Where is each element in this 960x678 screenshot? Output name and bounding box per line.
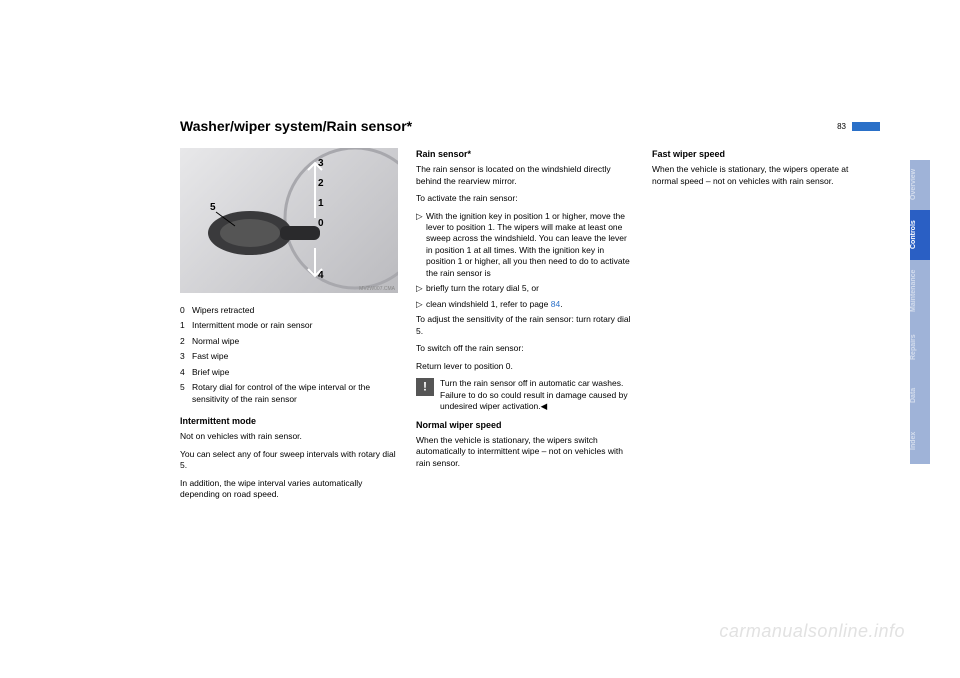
watermark: carmanualsonline.info: [719, 621, 905, 642]
paragraph: To adjust the sensitivity of the rain se…: [416, 314, 634, 337]
paragraph: Not on vehicles with rain sensor.: [180, 431, 398, 442]
page-content: Washer/wiper system/Rain sensor* 83 3: [180, 118, 880, 507]
legend-item: 2Normal wipe: [180, 336, 398, 347]
list-item: ▷With the ignition key in position 1 or …: [416, 211, 634, 280]
page-number: 83: [837, 122, 846, 131]
legend-list: 0Wipers retracted 1Intermittent mode or …: [180, 305, 398, 405]
warning-text: Turn the rain sensor off in automatic ca…: [440, 378, 634, 412]
warning-icon: [416, 378, 434, 396]
legend-item: 5Rotary dial for control of the wipe int…: [180, 382, 398, 405]
paragraph: To switch off the rain sensor:: [416, 343, 634, 354]
legend-item: 3Fast wipe: [180, 351, 398, 362]
tab-controls[interactable]: Controls: [910, 210, 930, 260]
column-3: Fast wiper speed When the vehicle is sta…: [652, 148, 870, 507]
legend-item: 4Brief wipe: [180, 367, 398, 378]
svg-text:2: 2: [318, 178, 324, 189]
tab-data[interactable]: Data: [910, 372, 930, 418]
list-item: ▷clean windshield 1, refer to page 84.: [416, 299, 634, 310]
page-title: Washer/wiper system/Rain sensor*: [180, 118, 837, 134]
figure-code: MV2W007.CMA: [359, 286, 396, 292]
legend-item: 1Intermittent mode or rain sensor: [180, 320, 398, 331]
svg-text:1: 1: [318, 198, 324, 209]
paragraph: In addition, the wipe interval varies au…: [180, 478, 398, 501]
svg-text:5: 5: [210, 202, 216, 213]
accent-bar: [852, 122, 880, 131]
subheading-normal-speed: Normal wiper speed: [416, 419, 634, 431]
tab-index[interactable]: Index: [910, 418, 930, 464]
tab-maintenance[interactable]: Maintenance: [910, 260, 930, 322]
svg-text:0: 0: [318, 218, 324, 229]
tab-overview[interactable]: Overview: [910, 160, 930, 210]
subheading-fast-speed: Fast wiper speed: [652, 148, 870, 160]
wiper-stalk-figure: 3 2 1 0 4 5 MV2W007.CMA: [180, 148, 398, 293]
paragraph: The rain sensor is located on the windsh…: [416, 164, 634, 187]
page-link-84[interactable]: 84: [551, 299, 560, 309]
activation-steps: ▷With the ignition key in position 1 or …: [416, 211, 634, 311]
section-tabs: Overview Controls Maintenance Repairs Da…: [910, 160, 930, 464]
subheading-intermittent: Intermittent mode: [180, 415, 398, 427]
svg-text:3: 3: [318, 158, 324, 169]
legend-item: 0Wipers retracted: [180, 305, 398, 316]
warning-block: Turn the rain sensor off in automatic ca…: [416, 378, 634, 412]
list-item: ▷briefly turn the rotary dial 5, or: [416, 283, 634, 294]
column-2: Rain sensor* The rain sensor is located …: [416, 148, 634, 507]
paragraph: When the vehicle is stationary, the wipe…: [416, 435, 634, 469]
paragraph: You can select any of four sweep interva…: [180, 449, 398, 472]
columns: 3 2 1 0 4 5 MV2W007.CMA 0Wipers retracte…: [180, 148, 880, 507]
paragraph: To activate the rain sensor:: [416, 193, 634, 204]
svg-text:4: 4: [318, 270, 324, 281]
column-1: 3 2 1 0 4 5 MV2W007.CMA 0Wipers retracte…: [180, 148, 398, 507]
paragraph: Return lever to position 0.: [416, 361, 634, 372]
paragraph: When the vehicle is stationary, the wipe…: [652, 164, 870, 187]
subheading-rain-sensor: Rain sensor*: [416, 148, 634, 160]
header-row: Washer/wiper system/Rain sensor* 83: [180, 118, 880, 134]
tab-repairs[interactable]: Repairs: [910, 322, 930, 372]
